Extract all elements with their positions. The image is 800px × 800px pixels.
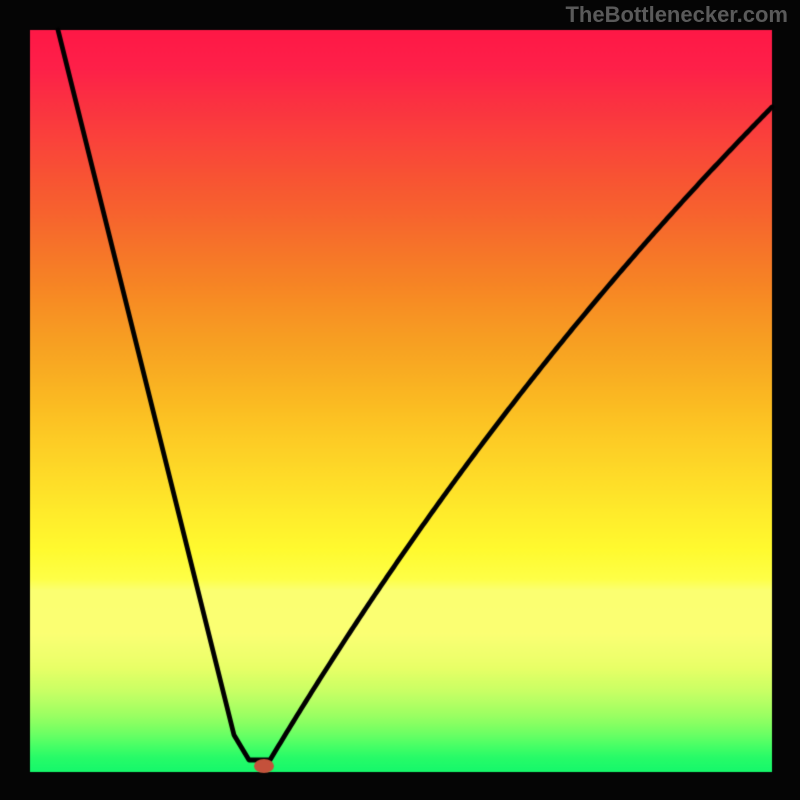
chart-root: TheBottlenecker.com	[0, 0, 800, 800]
gradient-background	[0, 0, 800, 800]
